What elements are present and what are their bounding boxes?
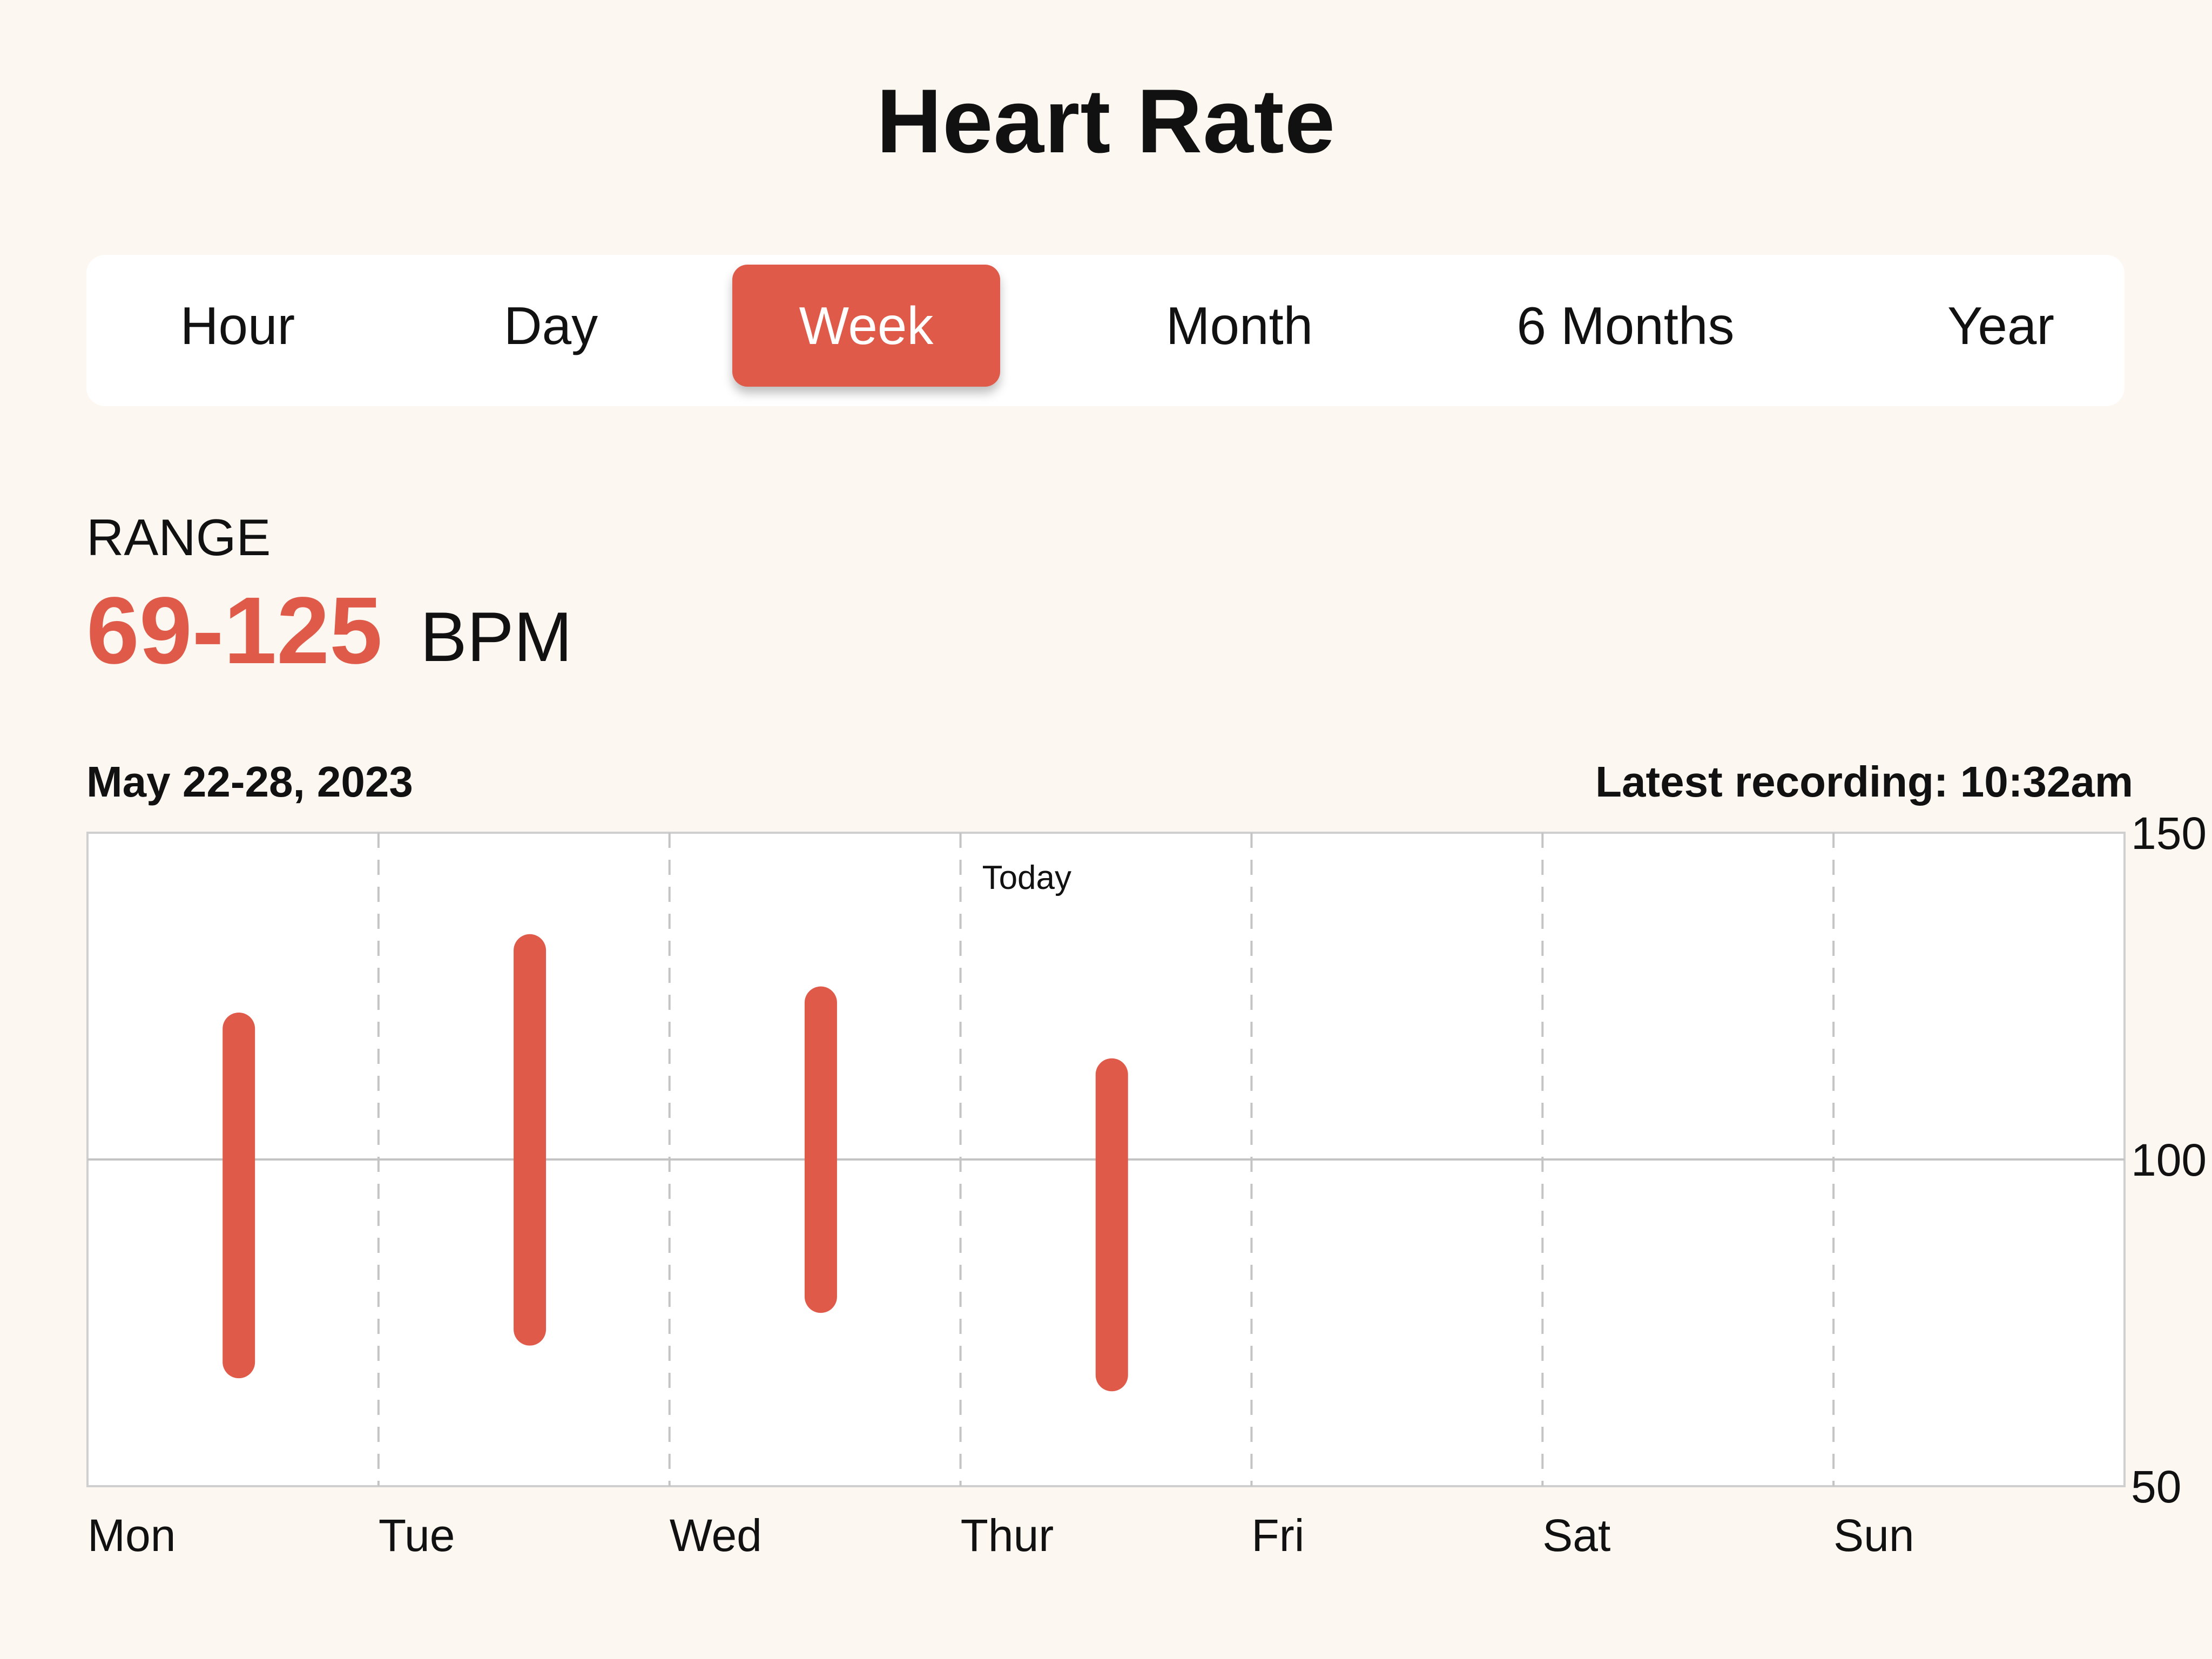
tab-hour[interactable]: Hour — [180, 296, 295, 355]
x-tick-label: Tue — [379, 1510, 455, 1561]
latest-recording: Latest recording: 10:32am — [1595, 758, 2133, 806]
range-label: RANGE — [86, 509, 271, 567]
x-tick-label: Sat — [1542, 1510, 1610, 1561]
range-value: 69-125 — [86, 578, 383, 684]
x-tick-label: Sun — [1833, 1510, 1914, 1561]
tab-month[interactable]: Month — [1165, 296, 1313, 355]
time-range-tabs: Hour Day Week Month 6 Months Year — [86, 255, 2125, 406]
y-tick-label: 150 — [2131, 808, 2207, 859]
tab-year[interactable]: Year — [1947, 296, 2054, 355]
page-title: Heart Rate — [876, 70, 1336, 172]
y-tick-label: 100 — [2131, 1135, 2207, 1185]
y-tick-label: 50 — [2131, 1461, 2181, 1512]
tab-week[interactable]: Week — [732, 265, 1000, 387]
x-tick-label: Thur — [961, 1510, 1054, 1561]
tab-6-months[interactable]: 6 Months — [1516, 296, 1735, 355]
x-tick-label: Fri — [1251, 1510, 1304, 1561]
date-range: May 22-28, 2023 — [86, 758, 413, 806]
today-label: Today — [982, 859, 1071, 896]
tab-day[interactable]: Day — [503, 296, 598, 355]
x-tick-label: Wed — [670, 1510, 762, 1561]
x-tick-label: Mon — [87, 1510, 176, 1561]
range-unit: BPM — [420, 597, 572, 676]
